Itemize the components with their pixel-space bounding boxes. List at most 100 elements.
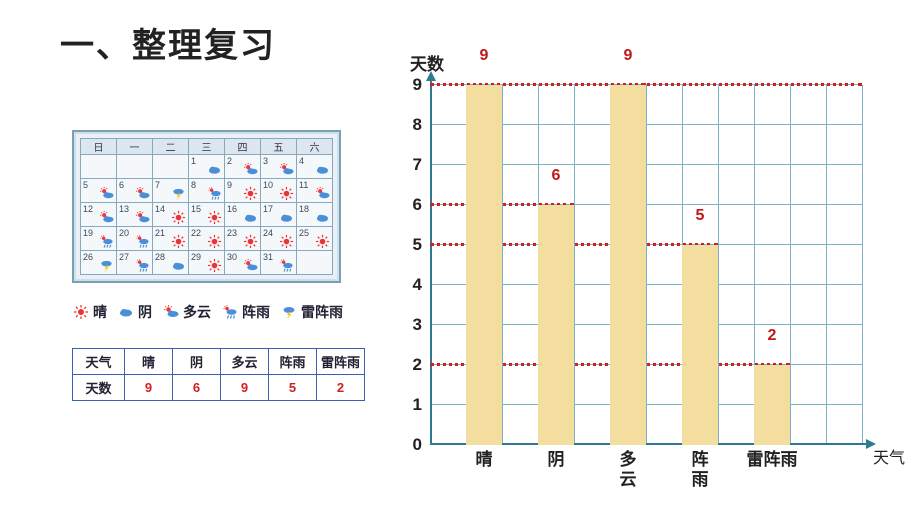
grid-line-v xyxy=(502,85,503,445)
calendar-cell: 9 xyxy=(225,179,261,203)
legend-item-partly: 多云 xyxy=(162,302,211,322)
summary-col-header: 阴 xyxy=(173,349,221,375)
chart-bar xyxy=(466,85,502,445)
x-axis-arrow xyxy=(866,439,876,449)
bar-value-label: 5 xyxy=(696,207,705,225)
y-tick: 5 xyxy=(413,235,422,255)
y-tick: 0 xyxy=(413,435,422,455)
x-tick: 雷阵雨 xyxy=(747,450,798,470)
y-tick: 6 xyxy=(413,195,422,215)
grid-line-v xyxy=(826,85,827,445)
calendar-cell: 10 xyxy=(261,179,297,203)
y-tick: 8 xyxy=(413,115,422,135)
y-tick: 2 xyxy=(413,355,422,375)
calendar-cell: 4 xyxy=(297,155,333,179)
y-tick: 1 xyxy=(413,395,422,415)
chart-bar xyxy=(682,245,718,445)
calendar-cell: 25 xyxy=(297,227,333,251)
legend-item-storm: 雷阵雨 xyxy=(280,302,343,322)
calendar-cell: 24 xyxy=(261,227,297,251)
legend-item-sunny: 晴 xyxy=(72,302,107,322)
calendar-cell: 11 xyxy=(297,179,333,203)
chart-bar xyxy=(610,85,646,445)
calendar-panel: 日一二三四五六 12345678910111213141516171819202… xyxy=(72,130,341,283)
chart-xlabel: 天气 xyxy=(873,444,905,468)
y-axis-arrow xyxy=(426,71,436,81)
calendar-day-header: 二 xyxy=(153,139,189,155)
calendar-day-header: 三 xyxy=(189,139,225,155)
bar-chart: 天数 天气 01234567899晴6阴9多 云5阵 雨2雷阵雨 xyxy=(400,50,900,495)
calendar-cell: 20 xyxy=(117,227,153,251)
summary-header-count: 天数 xyxy=(73,375,125,401)
summary-value: 9 xyxy=(221,375,269,401)
calendar-cell xyxy=(153,155,189,179)
calendar-cell xyxy=(297,251,333,275)
calendar-cell: 5 xyxy=(81,179,117,203)
chart-bar xyxy=(754,365,790,445)
calendar-cell: 12 xyxy=(81,203,117,227)
legend-item-shower: 阵雨 xyxy=(221,302,270,322)
calendar-cell: 21 xyxy=(153,227,189,251)
bar-value-label: 6 xyxy=(552,167,561,185)
y-tick: 3 xyxy=(413,315,422,335)
calendar-cell: 17 xyxy=(261,203,297,227)
chart-plot-area: 01234567899晴6阴9多 云5阵 雨2雷阵雨 xyxy=(430,85,862,445)
calendar-cell: 30 xyxy=(225,251,261,275)
calendar-day-header: 一 xyxy=(117,139,153,155)
calendar-day-header: 日 xyxy=(81,139,117,155)
x-tick: 多 云 xyxy=(620,450,637,489)
calendar-day-header: 六 xyxy=(297,139,333,155)
summary-table: 天气晴阴多云阵雨雷阵雨 天数96952 xyxy=(72,348,365,401)
calendar-day-header: 四 xyxy=(225,139,261,155)
calendar-table: 日一二三四五六 12345678910111213141516171819202… xyxy=(80,138,333,275)
summary-value: 2 xyxy=(317,375,365,401)
calendar-cell xyxy=(81,155,117,179)
summary-col-header: 雷阵雨 xyxy=(317,349,365,375)
summary-value: 5 xyxy=(269,375,317,401)
summary-value: 9 xyxy=(125,375,173,401)
calendar-cell: 8 xyxy=(189,179,225,203)
calendar-cell: 2 xyxy=(225,155,261,179)
calendar-cell: 6 xyxy=(117,179,153,203)
grid-line-v xyxy=(646,85,647,445)
calendar-cell: 22 xyxy=(189,227,225,251)
calendar-cell: 31 xyxy=(261,251,297,275)
x-tick: 阴 xyxy=(548,450,565,470)
y-tick: 9 xyxy=(413,75,422,95)
grid-line-v xyxy=(718,85,719,445)
page-title: 一、整理复习 xyxy=(60,18,276,67)
calendar-cell: 7 xyxy=(153,179,189,203)
calendar-cell: 26 xyxy=(81,251,117,275)
calendar-day-header: 五 xyxy=(261,139,297,155)
summary-col-header: 多云 xyxy=(221,349,269,375)
summary-col-header: 晴 xyxy=(125,349,173,375)
calendar-cell: 13 xyxy=(117,203,153,227)
y-tick: 7 xyxy=(413,155,422,175)
grid-line-v xyxy=(574,85,575,445)
bar-value-label: 2 xyxy=(768,327,777,345)
grid-line-v xyxy=(862,85,863,445)
legend-item-cloudy: 阴 xyxy=(117,302,152,322)
calendar-cell: 28 xyxy=(153,251,189,275)
grid-line-v xyxy=(790,85,791,445)
summary-header-weather: 天气 xyxy=(73,349,125,375)
calendar-cell: 27 xyxy=(117,251,153,275)
calendar-cell: 18 xyxy=(297,203,333,227)
x-tick: 阵 雨 xyxy=(692,450,709,489)
calendar-cell: 16 xyxy=(225,203,261,227)
calendar-cell: 15 xyxy=(189,203,225,227)
bar-value-label: 9 xyxy=(480,47,489,65)
calendar-cell xyxy=(117,155,153,179)
calendar-cell: 29 xyxy=(189,251,225,275)
summary-value: 6 xyxy=(173,375,221,401)
weather-legend: 晴阴多云阵雨雷阵雨 xyxy=(72,302,343,322)
chart-bar xyxy=(538,205,574,445)
summary-col-header: 阵雨 xyxy=(269,349,317,375)
y-tick: 4 xyxy=(413,275,422,295)
x-tick: 晴 xyxy=(476,450,493,470)
bar-value-label: 9 xyxy=(624,47,633,65)
calendar-cell: 23 xyxy=(225,227,261,251)
calendar-cell: 3 xyxy=(261,155,297,179)
calendar-cell: 19 xyxy=(81,227,117,251)
y-axis xyxy=(430,75,432,445)
